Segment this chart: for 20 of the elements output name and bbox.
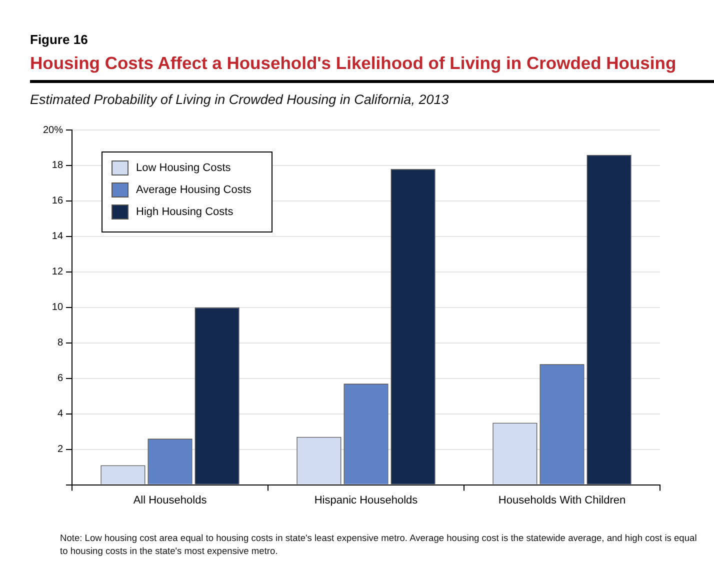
y-tick-label: 14 bbox=[52, 231, 64, 242]
legend-label: High Housing Costs bbox=[136, 206, 234, 218]
legend-label: Low Housing Costs bbox=[136, 162, 232, 174]
y-tick-label: 18 bbox=[52, 160, 64, 172]
chart-title: Housing Costs Affect a Household's Likelihood of Living in Crowded Housing bbox=[30, 53, 676, 74]
y-tick-label: 12 bbox=[52, 266, 64, 278]
y-tick-label: 10 bbox=[52, 302, 64, 314]
x-tick-label: All Households bbox=[133, 494, 208, 506]
y-tick-label: 4 bbox=[57, 408, 64, 420]
y-tick-label: 8 bbox=[57, 338, 64, 349]
x-tick-label: Hispanic Households bbox=[314, 494, 418, 506]
y-tick-label: 2 bbox=[57, 444, 64, 456]
y-tick-label: 16 bbox=[52, 196, 64, 207]
y-tick-label: 6 bbox=[57, 373, 64, 384]
caption: Figure 16 bbox=[30, 32, 88, 47]
y-tick-label: 20% bbox=[43, 124, 64, 136]
legend-label: Average Housing Costs bbox=[136, 184, 252, 196]
x-tick-label: Households With Children bbox=[498, 494, 626, 506]
chart-subtitle: Estimated Probability of Living in Crowded Housing in California, 2013 bbox=[30, 92, 449, 107]
text: Note: Low housing cost area equal to housing costs in state's least expensive metro. Average housing cost is the statewide average, and high cost is equal to housing costs in the state's most expensive metro. bbox=[60, 532, 698, 558]
